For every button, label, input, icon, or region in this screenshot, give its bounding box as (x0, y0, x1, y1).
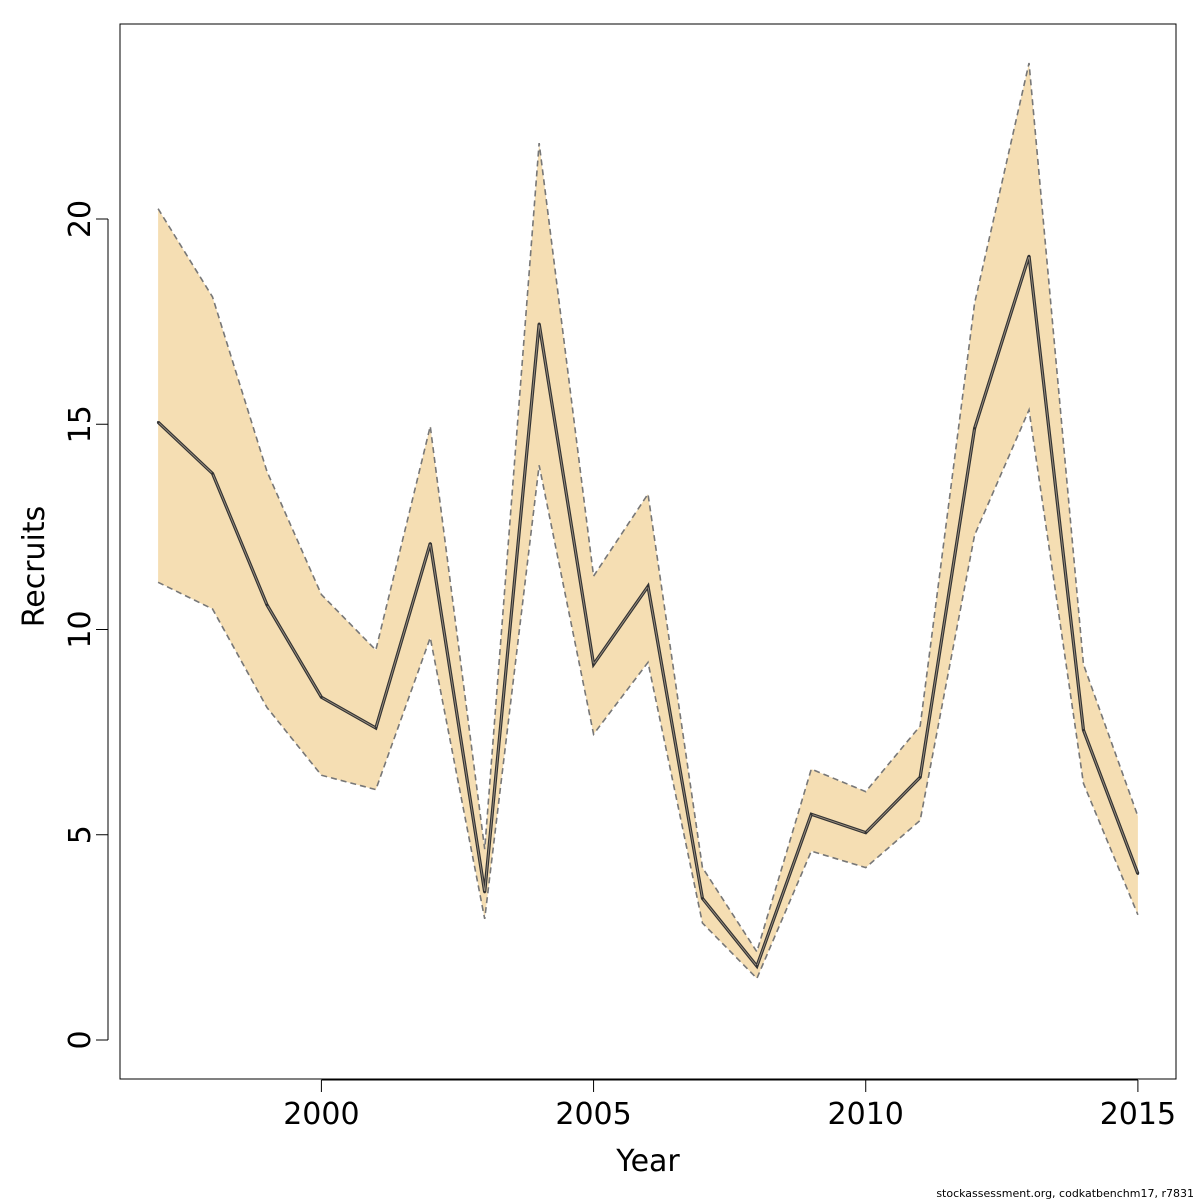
estimate-point (374, 726, 378, 730)
estimate-point (810, 813, 813, 816)
upper-bound-line (157, 62, 1139, 954)
estimate-point (646, 585, 650, 588)
estimate-point (211, 472, 214, 475)
y-tick-label: 5 (63, 825, 98, 844)
confidence-band (158, 62, 1138, 979)
estimate-point (537, 322, 541, 325)
x-tick-label: 2000 (283, 1097, 359, 1132)
estimate-point (156, 420, 160, 424)
confidence-band-layer (157, 62, 1139, 980)
estimate-point (483, 891, 486, 894)
y-axis: 0 5 10 15 20 (63, 200, 109, 1050)
estimate-point (701, 897, 704, 900)
estimate-point (755, 964, 759, 968)
estimate-point (592, 663, 595, 666)
estimate-point (864, 831, 867, 834)
x-tick-label: 2005 (555, 1097, 631, 1132)
estimate-point (429, 542, 432, 545)
estimate-point (265, 603, 269, 607)
y-tick-label: 10 (63, 610, 98, 648)
y-axis-title: Recruits (17, 506, 52, 628)
estimate-line-layer (156, 254, 1140, 970)
x-axis: 2000 2005 2010 2015 (283, 1079, 1176, 1132)
estimate-point (1027, 254, 1031, 258)
lower-bound-line (157, 406, 1139, 980)
x-tick-label: 2010 (828, 1097, 904, 1132)
estimate-point (973, 427, 976, 430)
plot-frame (119, 23, 1177, 1080)
x-tick-label: 2015 (1100, 1097, 1176, 1132)
estimate-point (918, 776, 922, 779)
estimate-point (320, 696, 323, 699)
estimate-point (1082, 728, 1085, 732)
y-tick-label: 0 (63, 1030, 98, 1049)
estimate-point (1136, 872, 1140, 875)
y-tick-label: 20 (63, 200, 98, 238)
x-axis-title: Year (615, 1144, 680, 1179)
y-tick-label: 15 (63, 405, 98, 443)
footer-note: stockassessment.org, codkatbenchm17, r78… (936, 1187, 1194, 1200)
